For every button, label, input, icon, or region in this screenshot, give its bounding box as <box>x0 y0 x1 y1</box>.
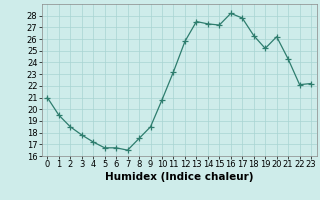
X-axis label: Humidex (Indice chaleur): Humidex (Indice chaleur) <box>105 172 253 182</box>
